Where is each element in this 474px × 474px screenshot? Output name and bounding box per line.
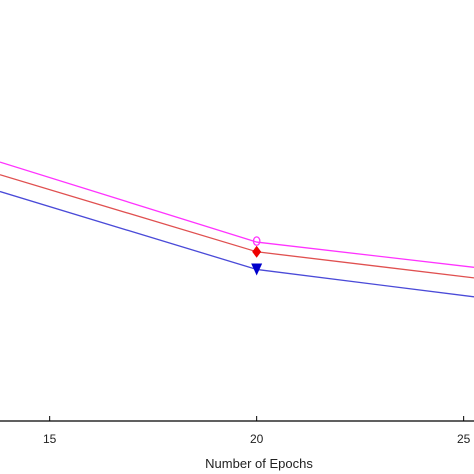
data-point-diamond	[252, 245, 262, 258]
data-point-triangle	[251, 263, 263, 276]
x-tick-label: 25	[457, 432, 471, 446]
x-axis: 15 20 25	[43, 416, 471, 446]
x-tick-label: 20	[250, 432, 264, 446]
series-line-3	[0, 190, 474, 298]
series-line-2	[0, 174, 474, 279]
data-point-circle	[252, 236, 261, 246]
series-line-1	[0, 161, 474, 268]
x-tick-label: 15	[43, 432, 57, 446]
x-axis-label: Number of Epochs	[205, 456, 313, 471]
series-group	[0, 161, 474, 298]
marker-group	[251, 236, 263, 276]
